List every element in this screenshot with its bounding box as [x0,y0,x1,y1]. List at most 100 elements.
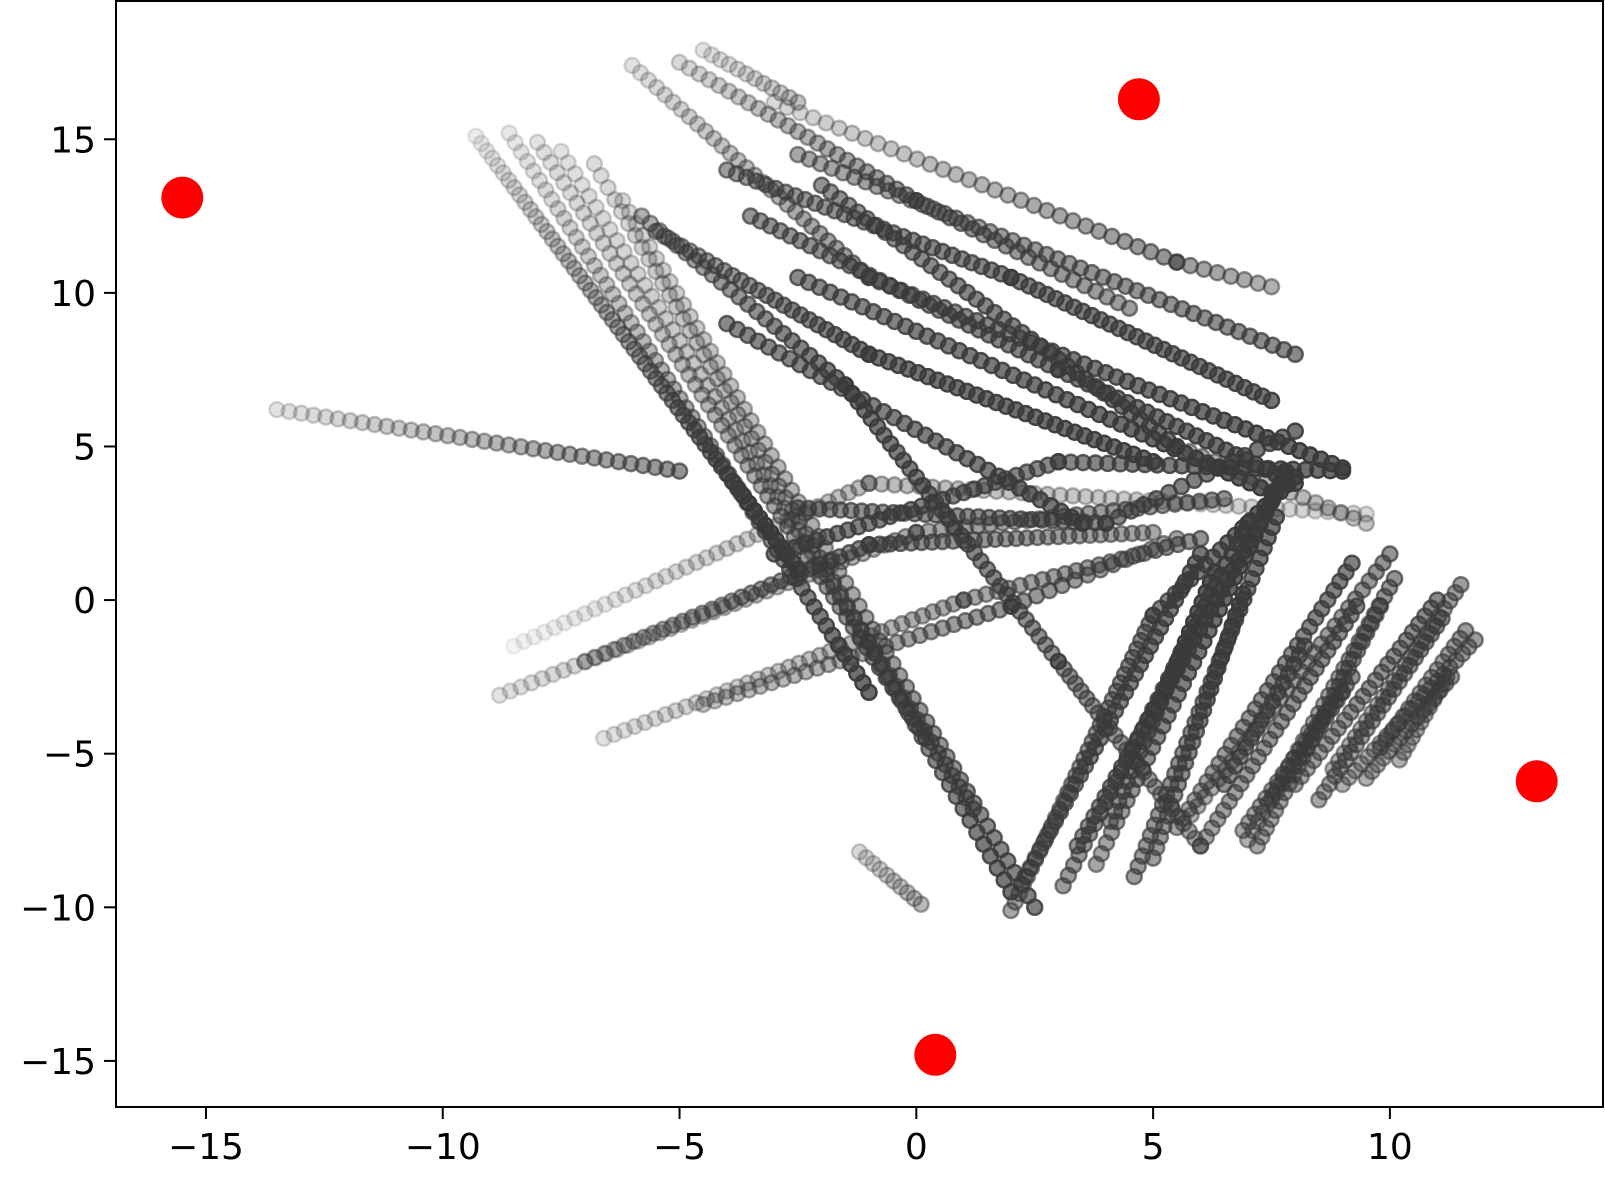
trajectory-point [587,224,606,242]
trajectory-point [1357,514,1375,533]
trajectory-point [1025,484,1044,503]
trajectory-point [478,142,496,160]
trajectory-point [664,232,682,250]
trajectory-point [522,674,541,692]
trajectory-point [647,262,665,281]
trajectory-point [1347,597,1366,615]
trajectory-point [579,247,598,266]
trajectory-point [769,111,787,129]
trajectory-point [390,419,408,437]
trajectory-point [681,307,700,326]
trajectory-point [535,623,553,641]
trajectory-point [733,432,752,451]
trajectory-point [597,644,616,663]
trajectory-point [594,234,613,253]
trajectory-point [1452,575,1470,594]
trajectory-point [1456,622,1475,640]
trajectory-point [1168,529,1186,548]
trajectory-point [597,275,616,294]
trajectory-point [1205,563,1224,582]
trajectory-point [585,648,604,667]
trajectory-point [860,683,878,702]
trajectory-point [755,435,774,453]
red-marker-point [1515,760,1558,803]
trajectory-point [475,432,494,451]
trajectory-point [544,665,562,684]
trajectory-point [700,70,718,89]
x-tick-label: 10 [1367,1127,1413,1168]
trajectory-point [573,238,592,256]
trajectory-point [636,576,655,595]
trajectory-point [703,46,721,64]
trajectory-point [981,515,999,534]
trajectory-point [694,41,712,59]
trajectory-point [1025,898,1044,917]
trajectory-point [567,228,585,247]
trajectory-point [576,604,594,623]
y-tick-label: 15 [50,120,96,161]
trajectory-point [518,152,537,171]
trajectory-point [640,342,659,360]
trajectory-point [697,549,716,567]
trajectory-point [670,53,689,72]
trajectory-point [605,640,623,659]
trajectory-point [626,226,645,245]
y-tick-label: 5 [73,427,96,468]
trajectory-point [718,539,736,558]
trajectory-point [1076,487,1095,506]
trajectory-point [610,294,628,313]
trajectory-point [672,100,690,119]
trajectory-point [947,165,965,184]
trajectory-point [708,369,727,388]
trajectory-point [993,514,1012,532]
trajectory-point [739,94,758,112]
trajectory-point [1332,504,1350,522]
trajectory-point [706,387,724,406]
trajectory-point [696,122,715,141]
trajectory-point [779,117,797,135]
trajectory-point [654,261,672,279]
trajectory-point [587,198,605,217]
trajectory-point [629,265,647,283]
trajectory-point [527,208,545,226]
trajectory-point [606,190,624,209]
trajectory-point [1385,569,1404,588]
trajectory-point [960,170,978,189]
trajectory-point [830,119,848,137]
trajectory-point [414,423,433,441]
trajectory-point [692,365,710,384]
trajectory-point [634,295,652,313]
trajectory-point [809,497,827,516]
trajectory-point [674,310,692,328]
trajectory-point [549,237,567,256]
trajectory-point [576,274,594,292]
trajectory-point [1267,508,1285,526]
trajectory-point [549,200,567,218]
x-tick-label: −5 [653,1127,706,1168]
trajectory-point [576,652,594,671]
trajectory-point [908,150,926,168]
trajectory-point [921,155,939,173]
red-marker-point [1117,78,1160,121]
trajectory-point [661,273,679,291]
trajectory-point [1306,502,1324,520]
trajectory-point [912,895,930,913]
trajectory-point [735,417,754,436]
trajectory-point [923,478,942,497]
y-axis: −15 −10 −5 0 5 10 15 [20,120,116,1083]
trajectory-point [643,287,661,306]
trajectory-point [545,618,564,637]
trajectory-point [647,78,666,97]
trajectory-point [728,388,747,407]
trajectory-point [555,614,574,632]
trajectory-point [819,493,838,511]
trajectory-point [472,134,491,153]
trajectory-point [719,410,738,428]
trajectory-point [494,164,512,182]
trajectory-point [726,421,745,439]
trajectory-point [1000,483,1018,501]
trajectory-point [512,143,531,161]
trajectory-point [680,107,699,126]
trajectory-point [729,405,747,424]
trajectory-point [515,632,533,651]
